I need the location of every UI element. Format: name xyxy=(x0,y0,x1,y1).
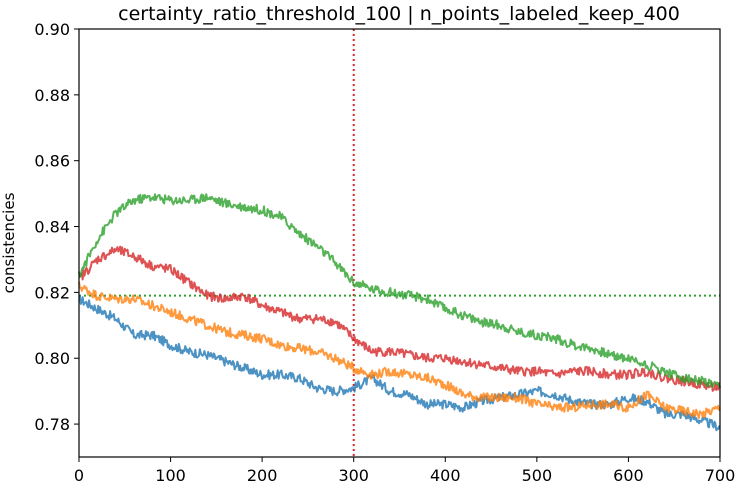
series-line-4 xyxy=(78,193,721,389)
x-tick-label: 100 xyxy=(155,466,186,485)
y-tick-label: 0.84 xyxy=(34,218,70,237)
y-tick-label: 0.90 xyxy=(34,20,70,39)
plot-background xyxy=(79,29,720,457)
series-lines xyxy=(78,193,721,432)
axis-ticks: 0 100 200 300 400 500 600 700 0.78 0.80 0.82 0.84 0.… xyxy=(34,20,735,485)
x-tick-label: 400 xyxy=(430,466,461,485)
y-tick-label: 0.88 xyxy=(34,86,70,105)
y-tick-label: 0.80 xyxy=(34,349,70,368)
x-tick-label: 500 xyxy=(522,466,553,485)
chart-title: certainty_ratio_threshold_100 | n_points… xyxy=(118,3,680,25)
x-tick-label: 0 xyxy=(74,466,84,485)
y-tick-label: 0.86 xyxy=(34,152,70,171)
x-tick-label: 300 xyxy=(338,466,369,485)
y-axis-label: consistencies xyxy=(0,192,18,293)
x-tick-label: 600 xyxy=(613,466,644,485)
y-tick-label: 0.78 xyxy=(34,415,70,434)
x-tick-label: 700 xyxy=(705,466,736,485)
x-tick-label: 200 xyxy=(247,466,278,485)
series-line-2 xyxy=(78,281,721,420)
plot-frame xyxy=(78,28,721,458)
series-line-3 xyxy=(78,245,721,392)
y-tick-label: 0.82 xyxy=(34,283,70,302)
